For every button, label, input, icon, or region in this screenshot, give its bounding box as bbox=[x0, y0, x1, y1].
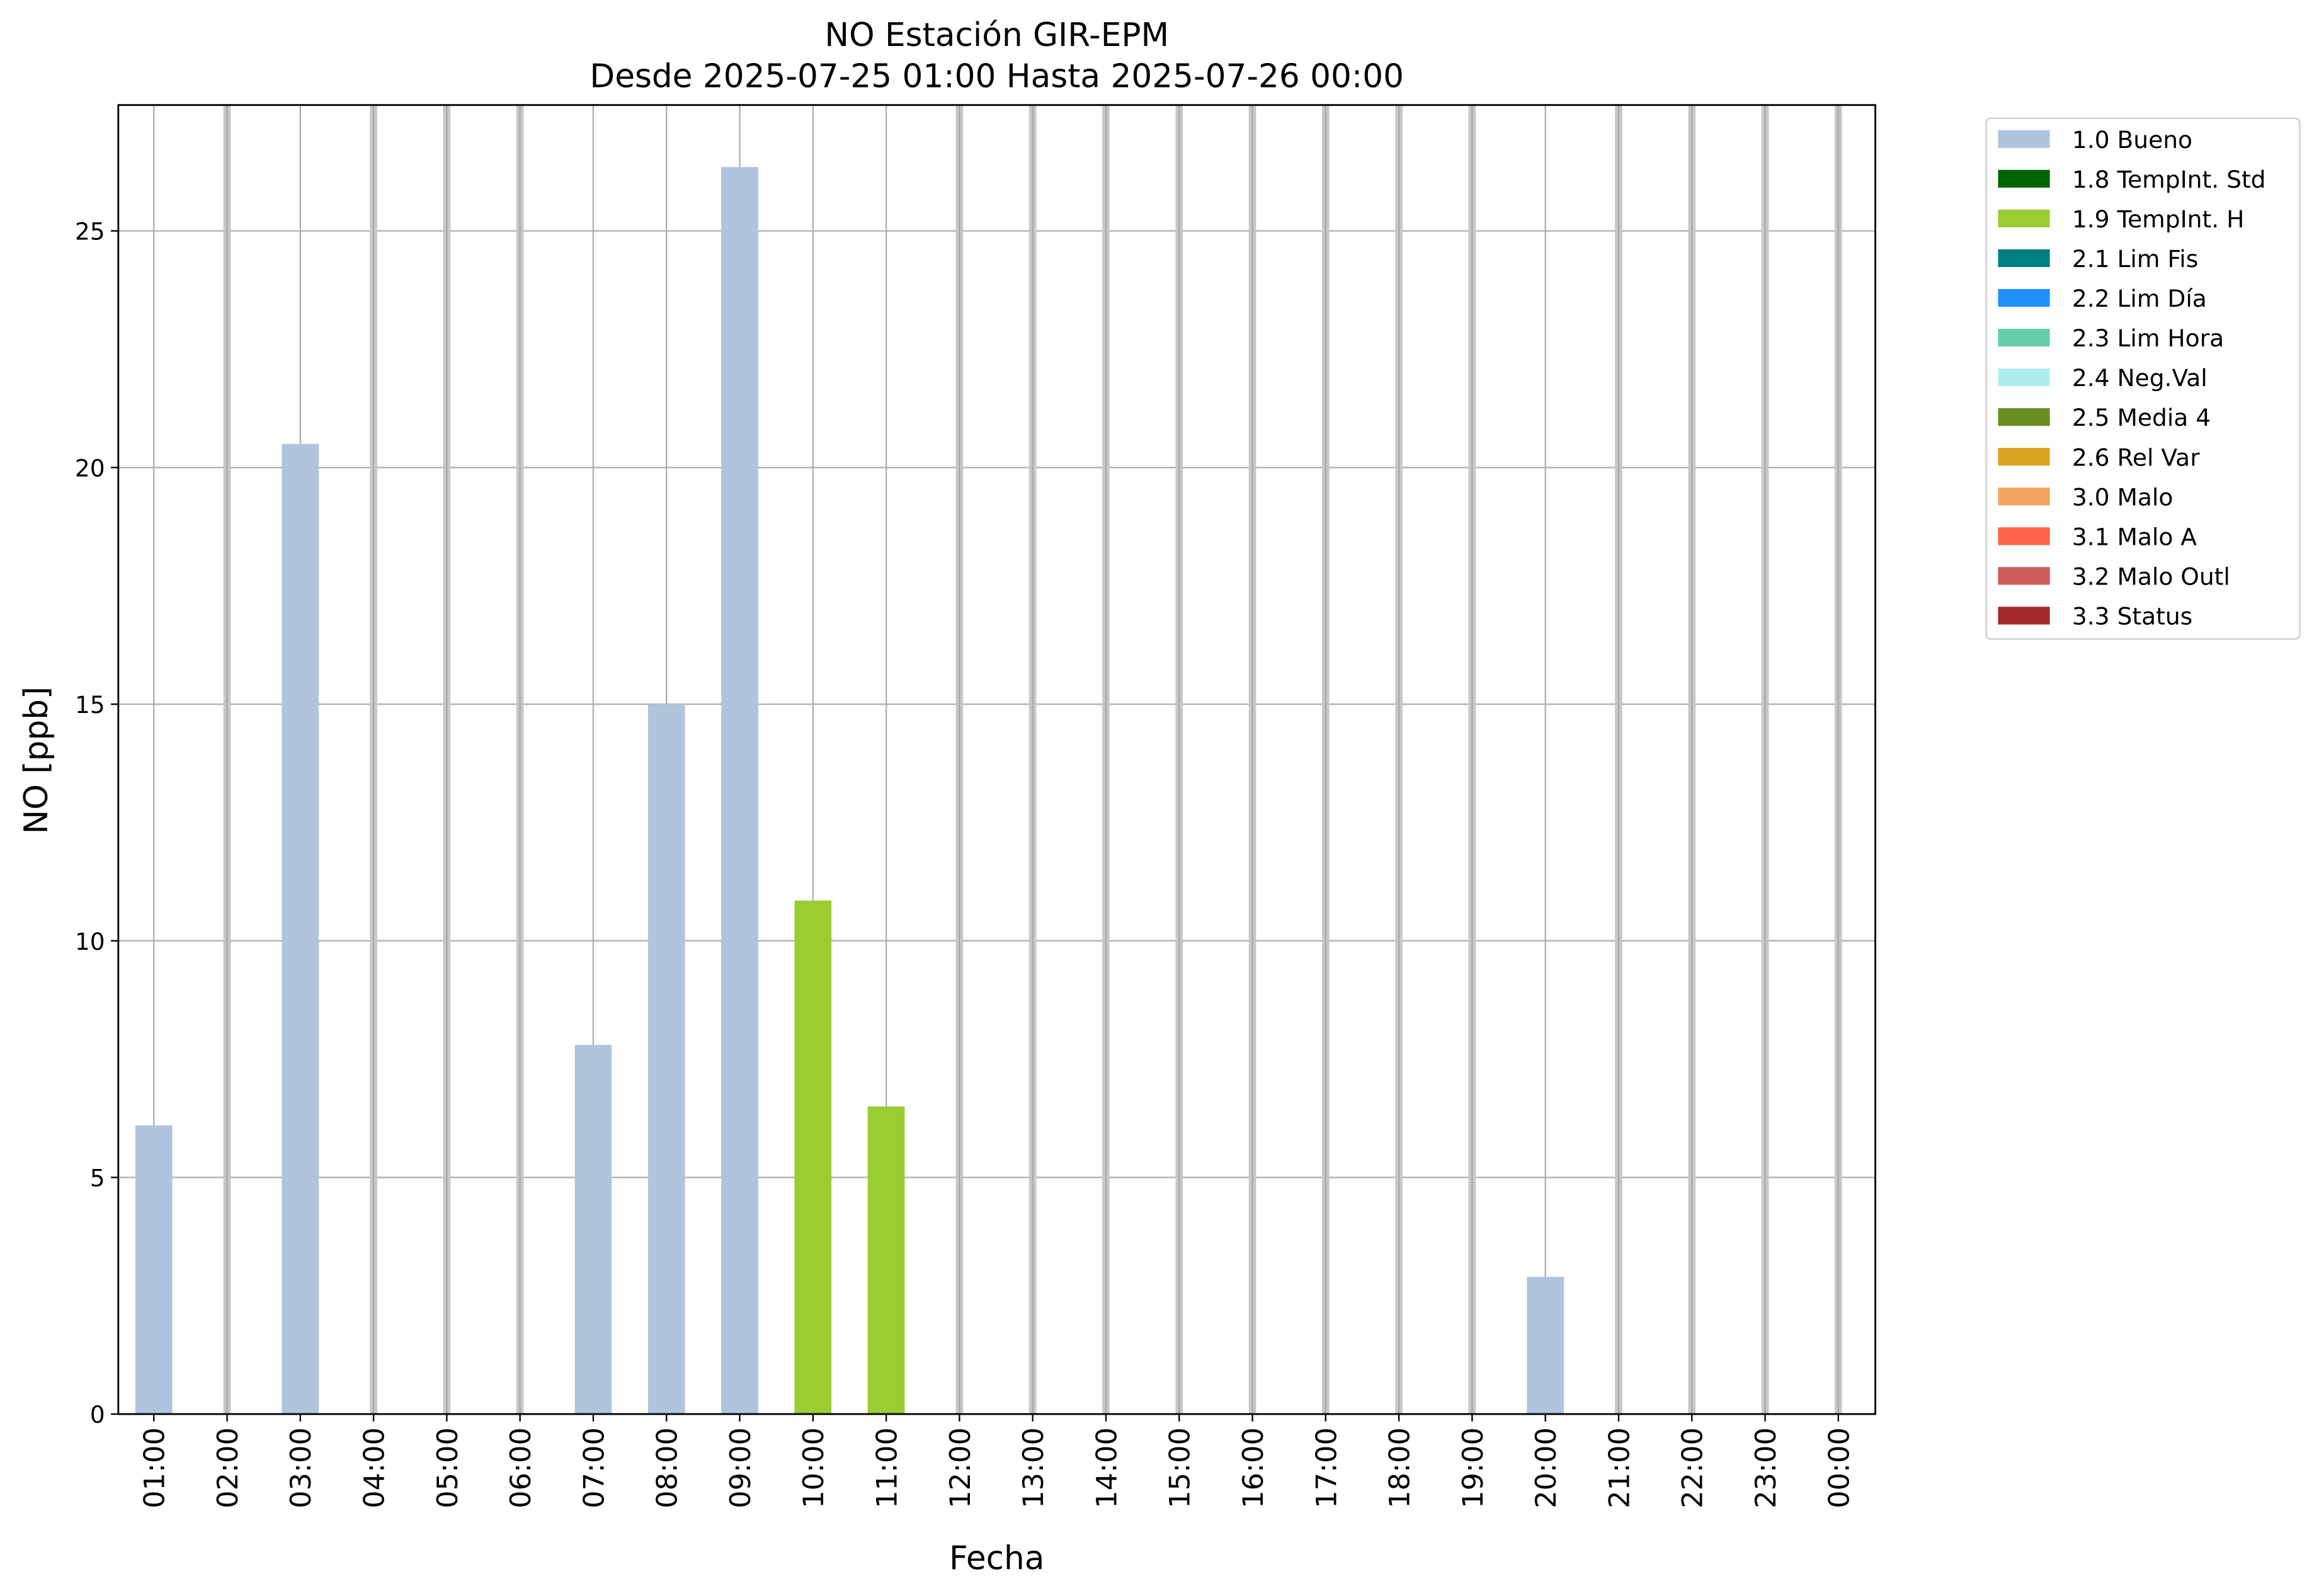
bar bbox=[647, 704, 685, 1415]
legend-swatch bbox=[1998, 209, 2050, 227]
x-axis-label: Fecha bbox=[949, 1540, 1044, 1578]
y-tick-label: 10 bbox=[75, 928, 105, 955]
x-tick-label: 05:00 bbox=[431, 1427, 464, 1508]
y-tick-label: 15 bbox=[75, 691, 105, 719]
legend-label: 2.6 Rel Var bbox=[2072, 443, 2200, 471]
x-tick-label: 03:00 bbox=[285, 1427, 317, 1508]
plot-frame bbox=[117, 104, 1876, 1415]
legend-box bbox=[1985, 117, 2301, 640]
legend-label: 3.3 Status bbox=[2072, 603, 2192, 630]
legend-label: 2.4 Neg.Val bbox=[2072, 364, 2208, 392]
x-tick-label: 23:00 bbox=[1750, 1427, 1782, 1508]
x-tick-label: 07:00 bbox=[578, 1427, 610, 1508]
x-tick-label: 01:00 bbox=[139, 1427, 171, 1508]
bar bbox=[794, 900, 832, 1415]
x-tick-label: 12:00 bbox=[944, 1427, 977, 1508]
x-tick-label: 14:00 bbox=[1090, 1427, 1123, 1508]
x-tick-label: 02:00 bbox=[212, 1427, 244, 1508]
x-tick-label: 11:00 bbox=[871, 1427, 904, 1508]
legend-swatch bbox=[1998, 607, 2050, 625]
x-tick-label: 22:00 bbox=[1677, 1427, 1709, 1508]
legend-label: 1.8 TempInt. Std bbox=[2072, 166, 2266, 193]
x-tick-label: 13:00 bbox=[1017, 1427, 1050, 1508]
x-tick-label: 19:00 bbox=[1457, 1427, 1490, 1508]
y-axis-label: NO [ppb] bbox=[18, 687, 55, 834]
legend-label: 2.1 Lim Fis bbox=[2072, 245, 2198, 273]
legend-label: 1.9 TempInt. H bbox=[2072, 205, 2245, 233]
y-tick-label: 0 bbox=[90, 1401, 105, 1428]
chart-subtitle: Desde 2025-07-25 01:00 Hasta 2025-07-26 … bbox=[590, 58, 1404, 96]
legend-label: 3.0 Malo bbox=[2072, 483, 2174, 511]
x-tick-label: 16:00 bbox=[1237, 1427, 1270, 1508]
legend-swatch bbox=[1998, 249, 2050, 268]
x-tick-label: 18:00 bbox=[1384, 1427, 1416, 1508]
grid bbox=[118, 105, 1876, 1415]
x-tick-label: 00:00 bbox=[1823, 1427, 1855, 1508]
legend-swatch bbox=[1998, 368, 2050, 387]
legend: 1.0 Bueno 1.8 TempInt. Std 1.9 TempInt. H 2… bbox=[1985, 117, 2301, 640]
x-tick-label: 15:00 bbox=[1164, 1427, 1197, 1508]
legend-swatch bbox=[1998, 487, 2050, 506]
bar bbox=[282, 443, 319, 1415]
y-tick-label: 20 bbox=[75, 454, 105, 482]
legend-label: 2.5 Media 4 bbox=[2072, 404, 2211, 431]
bar bbox=[1527, 1277, 1564, 1415]
legend-swatch bbox=[1998, 408, 2050, 426]
x-tick-label: 04:00 bbox=[358, 1427, 391, 1508]
legend-swatch bbox=[1998, 169, 2050, 188]
legend-label: 3.1 Malo A bbox=[2072, 523, 2197, 550]
legend-swatch bbox=[1998, 527, 2050, 545]
x-tick-label: 08:00 bbox=[651, 1427, 684, 1508]
bar bbox=[135, 1125, 173, 1415]
chart-title: NO Estación GIR-EPM bbox=[824, 16, 1169, 54]
legend-label: 1.0 Bueno bbox=[2072, 126, 2192, 154]
legend-label: 3.2 Malo Outl bbox=[2072, 562, 2230, 590]
legend-label: 2.3 Lim Hora bbox=[2072, 324, 2224, 352]
x-tick-label: 17:00 bbox=[1310, 1427, 1343, 1508]
bars bbox=[135, 167, 1564, 1415]
axes: 0 5 10 15 20 25 01:00 02:00 03:00 04:00 05:00 06:00… bbox=[75, 218, 1855, 1508]
x-tick-label: 09:00 bbox=[724, 1427, 757, 1508]
legend-swatch bbox=[1998, 567, 2050, 585]
x-tick-label: 21:00 bbox=[1603, 1427, 1636, 1508]
legend-swatch bbox=[1998, 448, 2050, 466]
legend-swatch bbox=[1998, 130, 2050, 148]
x-tick-label: 06:00 bbox=[504, 1427, 537, 1508]
bar bbox=[867, 1106, 905, 1415]
legend-swatch bbox=[1998, 288, 2050, 307]
legend-label: 2.2 Lim Día bbox=[2072, 285, 2207, 312]
y-tick-label: 25 bbox=[75, 218, 105, 246]
bar bbox=[721, 167, 758, 1415]
bar bbox=[574, 1045, 612, 1415]
x-tick-label: 10:00 bbox=[797, 1427, 830, 1508]
legend-swatch bbox=[1998, 328, 2050, 347]
y-tick-label: 5 bbox=[90, 1165, 105, 1192]
x-tick-label: 20:00 bbox=[1530, 1427, 1563, 1508]
